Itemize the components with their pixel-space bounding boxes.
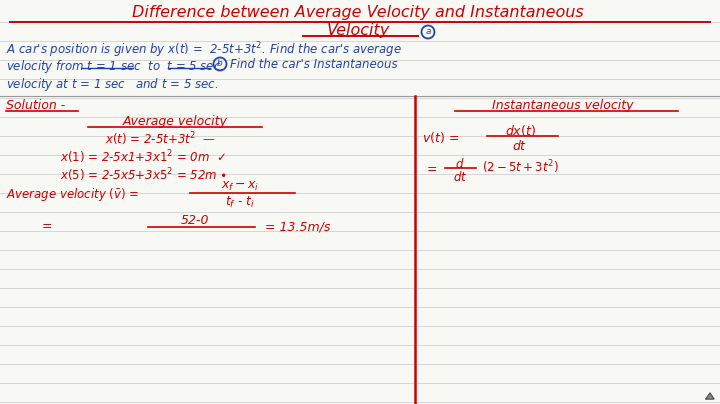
Text: $x(1)$ = 2-5x1+3x$1^2$ = 0m  $\checkmark$: $x(1)$ = 2-5x1+3x$1^2$ = 0m $\checkmark$	[60, 148, 226, 166]
Text: $(2-5t+3t^2)$: $(2-5t+3t^2)$	[482, 158, 559, 176]
Text: a: a	[426, 27, 431, 36]
Text: Average velocity $(\bar{v})$ =: Average velocity $(\bar{v})$ =	[6, 186, 140, 203]
Text: $x(t)$ = 2-5$t$+3$t^2$  —: $x(t)$ = 2-5$t$+3$t^2$ —	[105, 130, 216, 147]
Text: Solution -: Solution -	[6, 99, 66, 112]
Text: 52-0: 52-0	[181, 214, 210, 227]
Text: $v(t)$ =: $v(t)$ =	[422, 130, 459, 145]
Text: Average velocity: Average velocity	[122, 115, 228, 128]
Text: velocity from $t$ = 1 sec  to  $t$ = 5 sec.: velocity from $t$ = 1 sec to $t$ = 5 sec…	[6, 58, 224, 75]
Text: $x_f - x_i$: $x_f - x_i$	[221, 180, 259, 193]
Text: $dt$: $dt$	[513, 139, 528, 153]
Text: Find the car's Instantaneous: Find the car's Instantaneous	[230, 58, 397, 71]
Text: velocity at $t$ = 1 sec   and $t$ = 5 sec.: velocity at $t$ = 1 sec and $t$ = 5 sec.	[6, 76, 218, 93]
Text: $x(5)$ = 2-5x5+3x$5^2$ = 52m $\bullet$: $x(5)$ = 2-5x5+3x$5^2$ = 52m $\bullet$	[60, 166, 227, 183]
Text: b: b	[217, 59, 223, 69]
Text: Instantaneous velocity: Instantaneous velocity	[492, 99, 634, 112]
Polygon shape	[706, 393, 714, 399]
Text: = 13.5m/s: = 13.5m/s	[265, 220, 330, 233]
Text: $d$: $d$	[455, 157, 464, 171]
Text: =: =	[427, 163, 438, 176]
Text: $t_f$ - $t_i$: $t_f$ - $t_i$	[225, 195, 255, 210]
Text: $dt$: $dt$	[453, 170, 467, 184]
Text: A car's position is given by $x(t)$ =  2-5$t$+3$t^2$. Find the car's average: A car's position is given by $x(t)$ = 2-…	[6, 40, 402, 60]
Text: $dx(t)$: $dx(t)$	[505, 123, 536, 138]
Text: =: =	[42, 220, 53, 233]
Text: Velocity: Velocity	[326, 23, 390, 38]
Text: Difference between Average Velocity and Instantaneous: Difference between Average Velocity and …	[132, 5, 584, 20]
